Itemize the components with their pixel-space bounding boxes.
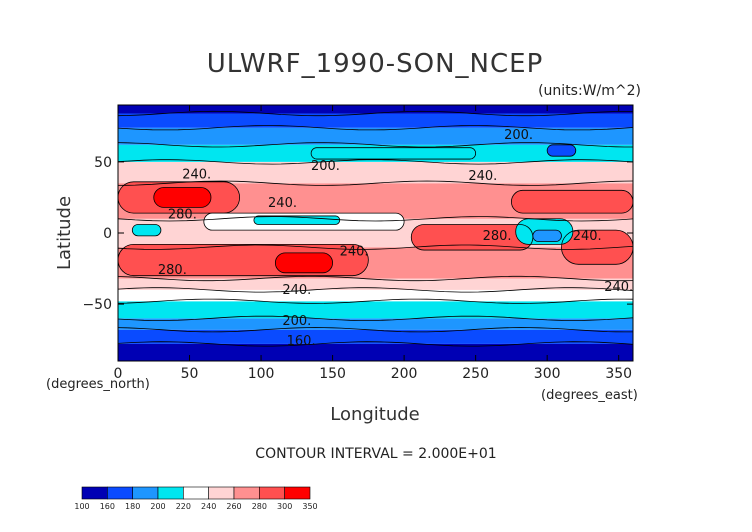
band-240-260	[118, 278, 633, 290]
colorbar-tick-label: 350	[302, 502, 317, 511]
contour-label: 240.	[268, 196, 297, 211]
x-tick-label: 0	[114, 366, 123, 382]
contour-line	[117, 142, 633, 148]
x-tick-label: 100	[248, 366, 275, 382]
contour-outline	[153, 187, 212, 208]
contour-line	[117, 298, 634, 304]
contour-label: 240.	[573, 229, 602, 244]
colorbar-tick-label: 220	[176, 502, 191, 511]
band-180-200	[118, 318, 633, 330]
colorbar-swatch	[81, 486, 108, 500]
units-label: (units:W/m^2)	[538, 83, 641, 99]
contour-line	[117, 287, 634, 293]
x-unit-label: (degrees_east)	[541, 388, 638, 403]
feature-nh-north-blue-patch	[547, 144, 576, 157]
feature-pacific-red	[411, 224, 533, 251]
contour-interval-label: CONTOUR INTERVAL = 2.000E+01	[255, 446, 496, 462]
colorbar-swatch	[259, 486, 285, 500]
feature-east-sh-red	[561, 230, 633, 265]
contour-label: 240.	[282, 283, 311, 298]
feature-sh-core-australia	[275, 252, 333, 273]
chart-title: ULWRF_1990-SON_NCEP	[207, 49, 544, 79]
contour-label: 200.	[504, 128, 533, 143]
band-240-260	[118, 161, 633, 184]
colorbar-swatch	[183, 486, 209, 500]
colorbar-swatch	[107, 486, 133, 500]
band-100-160	[118, 105, 633, 114]
contour-label: 280.	[158, 263, 187, 278]
colorbar-tick-label: 300	[277, 502, 292, 511]
colorbar-swatch	[157, 486, 184, 500]
x-tick-label: 350	[605, 366, 632, 382]
contour-line	[117, 110, 633, 117]
colorbar-swatch	[284, 486, 311, 500]
plot-area: 200. 240. 200. 240. 240. 280. 280. 240. 240. 280.…	[117, 104, 634, 362]
x-tick-label: 150	[319, 366, 346, 382]
band-160-180	[118, 113, 633, 128]
x-tick-label: 50	[181, 366, 199, 382]
contour-label: 240.	[468, 169, 497, 184]
x-axis-label: Longitude	[330, 404, 420, 425]
colorbar-tick-label: 160	[100, 502, 115, 511]
colorbar: 100 160 180 200 220 240 260 280 300 350	[74, 486, 318, 511]
y-axis-label: Latitude	[54, 196, 75, 270]
contour-outline	[546, 144, 577, 157]
y-tick-label: 50	[94, 155, 112, 171]
contour-line	[117, 244, 634, 250]
contour-label: 280.	[483, 229, 512, 244]
colorbar-swatch	[208, 486, 235, 500]
band-180-200	[118, 127, 633, 145]
contour-outline	[515, 218, 574, 245]
colorbar-tick-label: 240	[201, 502, 216, 511]
x-tick-label: 250	[462, 366, 489, 382]
band-200-220	[118, 301, 633, 319]
contour-label: 200.	[282, 314, 311, 329]
colorbar-tick-label: 100	[74, 502, 89, 511]
contour-line	[117, 327, 633, 333]
contour-label: 160.	[287, 334, 316, 349]
contour-outline	[310, 147, 477, 160]
x-tick-label: 300	[534, 366, 561, 382]
y-unit-label: (degrees_north)	[46, 377, 150, 392]
contour-line	[117, 125, 634, 131]
contour-line	[117, 180, 634, 186]
y-tick-label: −50	[82, 297, 112, 313]
contour-line	[117, 159, 634, 165]
contour-label: 200.	[311, 159, 340, 174]
colorbar-tick-label: 200	[150, 502, 165, 511]
colorbar-tick-label: 180	[125, 502, 140, 511]
band-160-180	[118, 329, 633, 344]
colorbar-tick-label: 260	[226, 502, 241, 511]
contour-line	[117, 315, 634, 321]
feature-nh-core-africa	[153, 187, 211, 208]
y-axis-ticks: −50 0 50	[82, 155, 633, 313]
contour-outline	[203, 212, 405, 231]
colorbar-swatch	[233, 486, 260, 500]
contour-outline	[274, 252, 333, 274]
contour-line	[117, 275, 634, 282]
contour-labels: 200. 240. 200. 240. 240. 280. 280. 240. 240. 280.…	[158, 128, 633, 349]
feature-amazon-core	[532, 230, 562, 242]
contour-label: 280.	[168, 208, 197, 223]
contour-outline	[532, 229, 562, 242]
contour-label: 240.	[604, 280, 633, 295]
x-tick-label: 200	[391, 366, 418, 382]
contour-outline	[131, 224, 162, 237]
colorbar-tick-label: 280	[252, 502, 267, 511]
feature-africa-cyan	[132, 224, 161, 236]
field-features	[118, 144, 633, 276]
colorbar-swatch	[132, 486, 159, 500]
band-220-240	[118, 289, 633, 302]
y-tick-label: 0	[103, 226, 112, 242]
contour-lines	[117, 110, 634, 347]
contour-label: 240.	[340, 244, 369, 259]
contour-line	[117, 341, 634, 347]
band-100-160	[118, 343, 633, 361]
feature-nh-east-red	[511, 190, 633, 214]
feature-nh-storm-cyan	[311, 147, 476, 160]
contour-outline	[253, 215, 341, 225]
x-axis-ticks: 0 50 100 150 200 250 300 350	[114, 105, 632, 382]
contour-label: 240.	[182, 168, 211, 183]
